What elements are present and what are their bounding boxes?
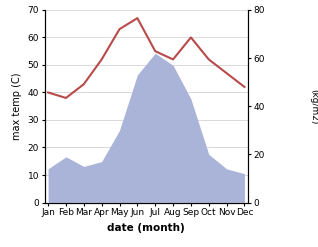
- X-axis label: date (month): date (month): [107, 223, 185, 233]
- Y-axis label: max temp (C): max temp (C): [12, 72, 22, 140]
- Y-axis label: med. precipitation
(kg/m2): med. precipitation (kg/m2): [309, 64, 318, 148]
